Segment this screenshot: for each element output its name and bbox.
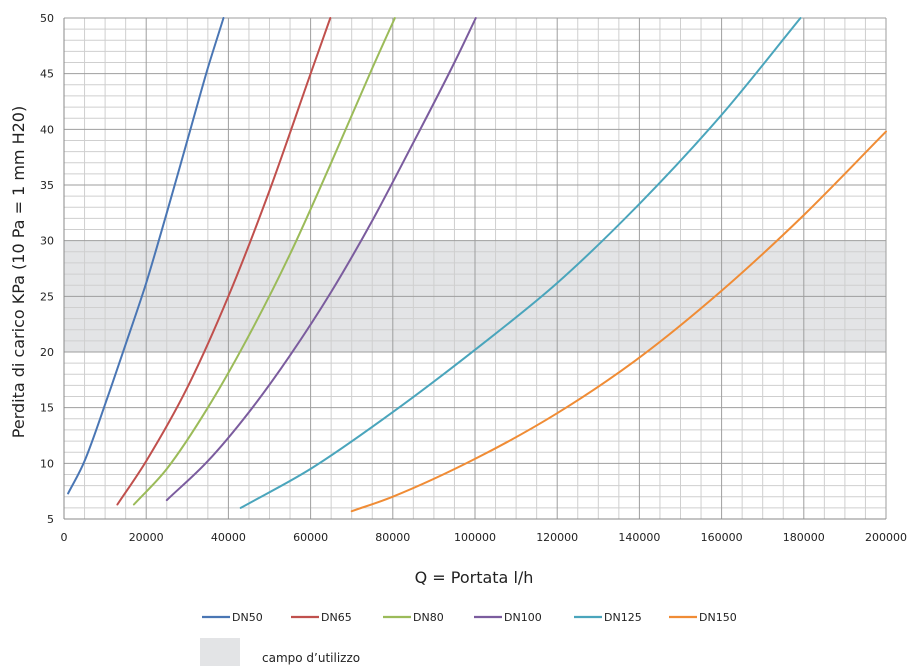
series-line-dn80 [132, 17, 396, 506]
x-tick-label: 100000 [454, 531, 496, 544]
legend-label-dn150: DN150 [699, 611, 737, 624]
x-tick-label: 0 [61, 531, 68, 544]
x-tick-label: 180000 [783, 531, 825, 544]
y-tick-label: 15 [40, 402, 54, 415]
x-tick-label: 60000 [293, 531, 328, 544]
series-line-dn100 [165, 17, 477, 502]
major-grid [63, 17, 887, 520]
x-tick-labels: 0 20000 40000 60000 80000 100000 120000 140000 1… [61, 531, 908, 544]
y-tick-label: 10 [40, 457, 54, 470]
x-tick-label: 160000 [701, 531, 743, 544]
legend-label-dn50: DN50 [232, 611, 263, 624]
x-tick-label: 80000 [375, 531, 410, 544]
y-tick-label: 40 [40, 123, 54, 136]
series-lines [67, 17, 887, 513]
y-tick-label: 20 [40, 346, 54, 359]
y-axis-title: Perdita di carico KPa (10 Pa = 1 mm H20) [9, 106, 28, 438]
x-tick-label: 140000 [618, 531, 660, 544]
x-tick-label: 200000 [865, 531, 907, 544]
series-line-dn50 [67, 17, 225, 495]
legend-label-dn65: DN65 [321, 611, 352, 624]
operating-range-swatch [200, 638, 240, 666]
y-tick-label: 45 [40, 68, 54, 81]
legend-label-dn100: DN100 [504, 611, 542, 624]
legend: DN50 DN65 DN80 DN100 DN125 DN150 [202, 611, 737, 624]
series-line-dn125 [239, 17, 802, 509]
x-axis-title: Q = Portata l/h [415, 568, 534, 587]
x-tick-label: 40000 [211, 531, 246, 544]
x-tick-label: 20000 [129, 531, 164, 544]
y-tick-label: 5 [47, 513, 54, 526]
y-tick-label: 25 [40, 290, 54, 303]
legend-label-dn80: DN80 [413, 611, 444, 624]
operating-range-label: campo d’utilizzo [262, 651, 360, 665]
x-tick-label: 120000 [536, 531, 578, 544]
series-line-dn150 [350, 130, 887, 513]
y-tick-label: 30 [40, 235, 54, 248]
legend-label-dn125: DN125 [604, 611, 642, 624]
series-line-dn65 [116, 17, 332, 506]
y-tick-label: 50 [40, 12, 54, 25]
y-tick-label: 35 [40, 179, 54, 192]
y-tick-labels: 5 10 15 20 25 30 35 40 45 50 [40, 12, 54, 526]
